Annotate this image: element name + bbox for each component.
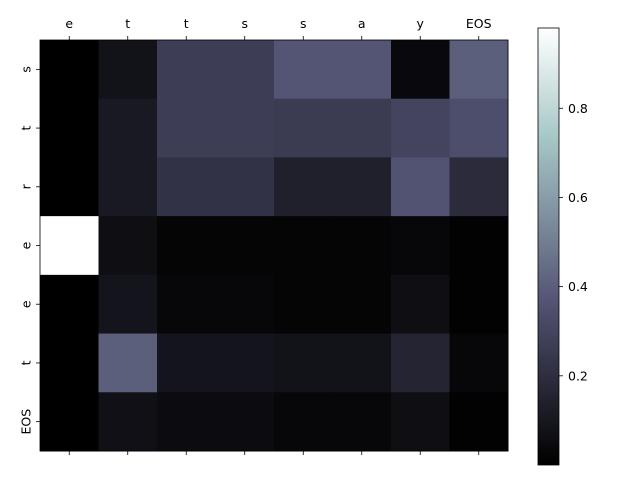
x-tick-label: s	[241, 16, 248, 31]
x-tick-label: e	[65, 16, 73, 31]
colorbar-tick-label: 0.4	[568, 279, 588, 294]
heatmap-cell	[215, 40, 275, 100]
y-tick-label: r	[19, 183, 34, 189]
heatmap-cell	[215, 333, 275, 393]
heatmap-cell	[332, 392, 392, 452]
heatmap-cell	[332, 40, 392, 100]
y-tick-label: s	[19, 66, 34, 73]
heatmap-cell	[391, 98, 450, 158]
y-tick-label: t	[19, 126, 34, 131]
heatmap-cell	[332, 274, 392, 335]
heatmap-cell	[40, 216, 99, 276]
heatmap-cell	[215, 274, 275, 335]
heatmap-cell	[449, 392, 509, 452]
heatmap-cell	[40, 157, 99, 217]
heatmap-cell	[274, 40, 333, 100]
heatmap-cell	[449, 157, 509, 217]
colorbar-tick-label: 0.2	[568, 368, 588, 383]
heatmap-cell	[274, 333, 333, 393]
heatmap-cell	[274, 392, 333, 452]
y-tick-label: e	[19, 241, 34, 249]
x-tick-label: y	[417, 16, 425, 31]
heatmap-cell	[391, 157, 450, 217]
heatmap-cell	[40, 392, 99, 452]
heatmap-cell	[449, 333, 509, 393]
heatmap-cell	[274, 216, 333, 276]
heatmap-cell	[98, 274, 158, 335]
heatmap-cell	[157, 392, 216, 452]
heatmap-cell	[332, 98, 392, 158]
y-tick-label: t	[19, 360, 34, 365]
x-tick-label: t	[125, 16, 130, 31]
heatmap-cell	[274, 98, 333, 158]
heatmap-cell	[40, 98, 99, 158]
heatmap-cell	[391, 333, 450, 393]
heatmap-cell	[215, 157, 275, 217]
x-tick-label: s	[300, 16, 307, 31]
heatmap-cell	[157, 98, 216, 158]
x-tick-label: t	[184, 16, 189, 31]
heatmap-cell	[332, 333, 392, 393]
heatmap-cell	[215, 98, 275, 158]
heatmap-cell	[391, 274, 450, 335]
x-axis-ticks: e t t s s a y EOS	[65, 16, 492, 455]
heatmap-cell	[274, 157, 333, 217]
heatmap-cell	[391, 216, 450, 276]
heatmap-cell	[215, 392, 275, 452]
heatmap-cell	[40, 333, 99, 393]
heatmap-cell	[215, 216, 275, 276]
colorbar-tick-label: 0.6	[568, 190, 588, 205]
heatmap-cell	[449, 40, 509, 100]
heatmap-cell	[157, 157, 216, 217]
heatmap-cells	[40, 40, 509, 452]
heatmap-cell	[449, 98, 509, 158]
heatmap-cell	[157, 333, 216, 393]
y-tick-label: e	[19, 300, 34, 308]
x-tick-label: EOS	[466, 16, 492, 31]
y-tick-label: EOS	[19, 409, 34, 435]
heatmap-cell	[98, 157, 158, 217]
x-tick-label: a	[358, 16, 366, 31]
colorbar-tick-label: 0.8	[568, 101, 588, 116]
heatmap-cell	[391, 392, 450, 452]
heatmap-cell	[40, 274, 99, 335]
heatmap-cell	[391, 40, 450, 100]
heatmap-cell	[98, 40, 158, 100]
heatmap-cell	[157, 274, 216, 335]
heatmap-cell	[98, 333, 158, 393]
heatmap-cell	[98, 392, 158, 452]
heatmap-cell	[449, 216, 509, 276]
heatmap-cell	[40, 40, 99, 100]
heatmap-cell	[157, 216, 216, 276]
y-axis-ticks: s t r e e t EOS	[19, 66, 40, 435]
colorbar-ticks: 0.2 0.4 0.6 0.8	[559, 101, 588, 383]
colorbar	[537, 27, 560, 466]
heatmap-cell	[274, 274, 333, 335]
heatmap-cell	[157, 40, 216, 100]
heatmap-cell	[332, 216, 392, 276]
heatmap-cell	[332, 157, 392, 217]
heatmap-cell	[98, 98, 158, 158]
heatmap-cell	[449, 274, 509, 335]
heatmap-cell	[98, 216, 158, 276]
